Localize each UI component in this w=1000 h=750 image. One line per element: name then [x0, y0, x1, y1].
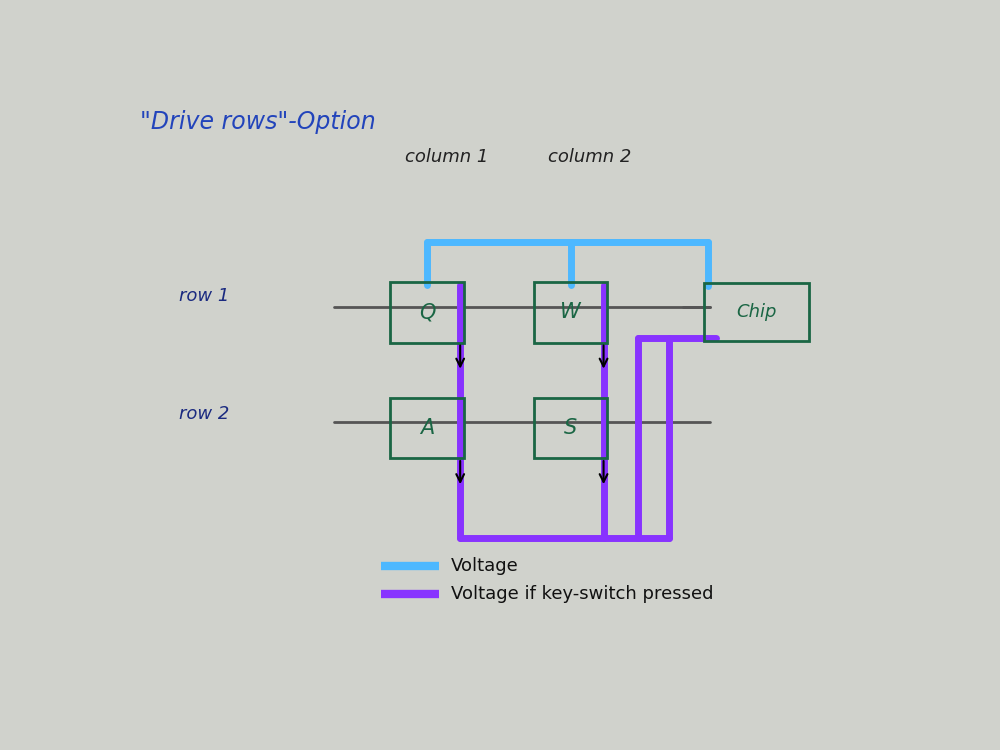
Text: row 2: row 2	[179, 405, 230, 423]
Text: column 2: column 2	[548, 148, 632, 166]
Text: A: A	[420, 418, 434, 438]
Text: W: W	[560, 302, 581, 322]
Text: column 1: column 1	[405, 148, 488, 166]
Text: row 1: row 1	[179, 286, 230, 304]
Text: "Drive rows"-Option: "Drive rows"-Option	[140, 110, 376, 134]
Text: Chip: Chip	[736, 303, 777, 321]
Text: Voltage: Voltage	[451, 557, 518, 575]
Text: S: S	[564, 418, 577, 438]
Text: Voltage if key-switch pressed: Voltage if key-switch pressed	[451, 584, 713, 602]
Text: Q: Q	[419, 302, 435, 322]
